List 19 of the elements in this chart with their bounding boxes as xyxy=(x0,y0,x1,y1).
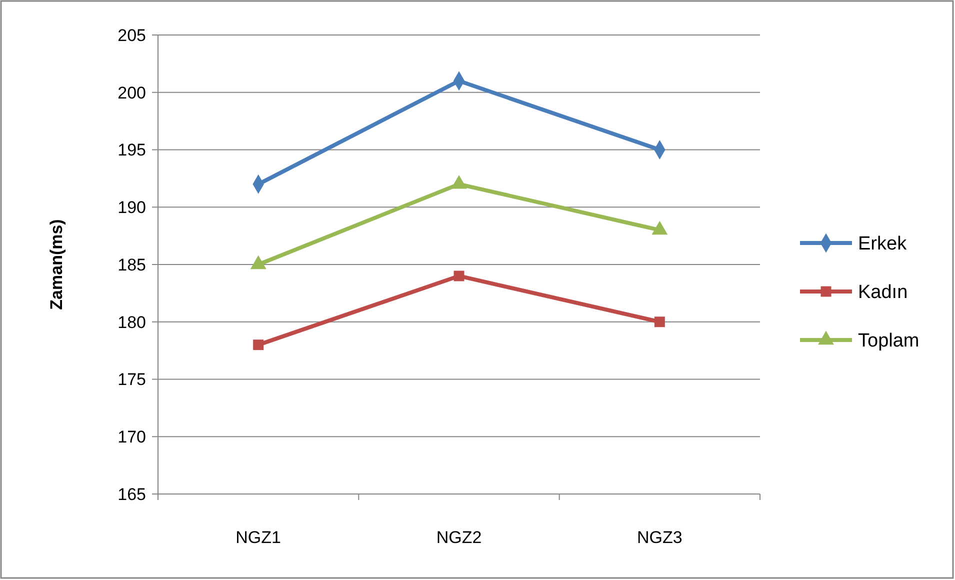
y-tick-label: 205 xyxy=(118,26,146,45)
y-tick-label: 175 xyxy=(118,370,146,390)
legend-label: Kadın xyxy=(858,282,908,304)
y-tick-label: 170 xyxy=(118,428,146,447)
point xyxy=(253,340,264,350)
x-tick-label: NGZ3 xyxy=(636,528,682,547)
point xyxy=(654,316,665,328)
y-tick-label: 190 xyxy=(118,198,146,218)
y-tick-label: 180 xyxy=(118,312,146,332)
x-tick-label: NGZ2 xyxy=(436,528,482,547)
x-tick-label: NGZ1 xyxy=(236,528,282,547)
legend-label: Toplam xyxy=(858,330,920,352)
y-tick-label: 165 xyxy=(118,484,146,504)
y-tick-label: 195 xyxy=(118,140,146,160)
y-tick-label: 185 xyxy=(118,255,146,274)
y-axis-title: Zaman(ms) xyxy=(47,219,66,310)
point xyxy=(454,270,464,282)
legend-label: Erkek xyxy=(858,234,908,255)
y-tick-label: 200 xyxy=(118,83,146,102)
